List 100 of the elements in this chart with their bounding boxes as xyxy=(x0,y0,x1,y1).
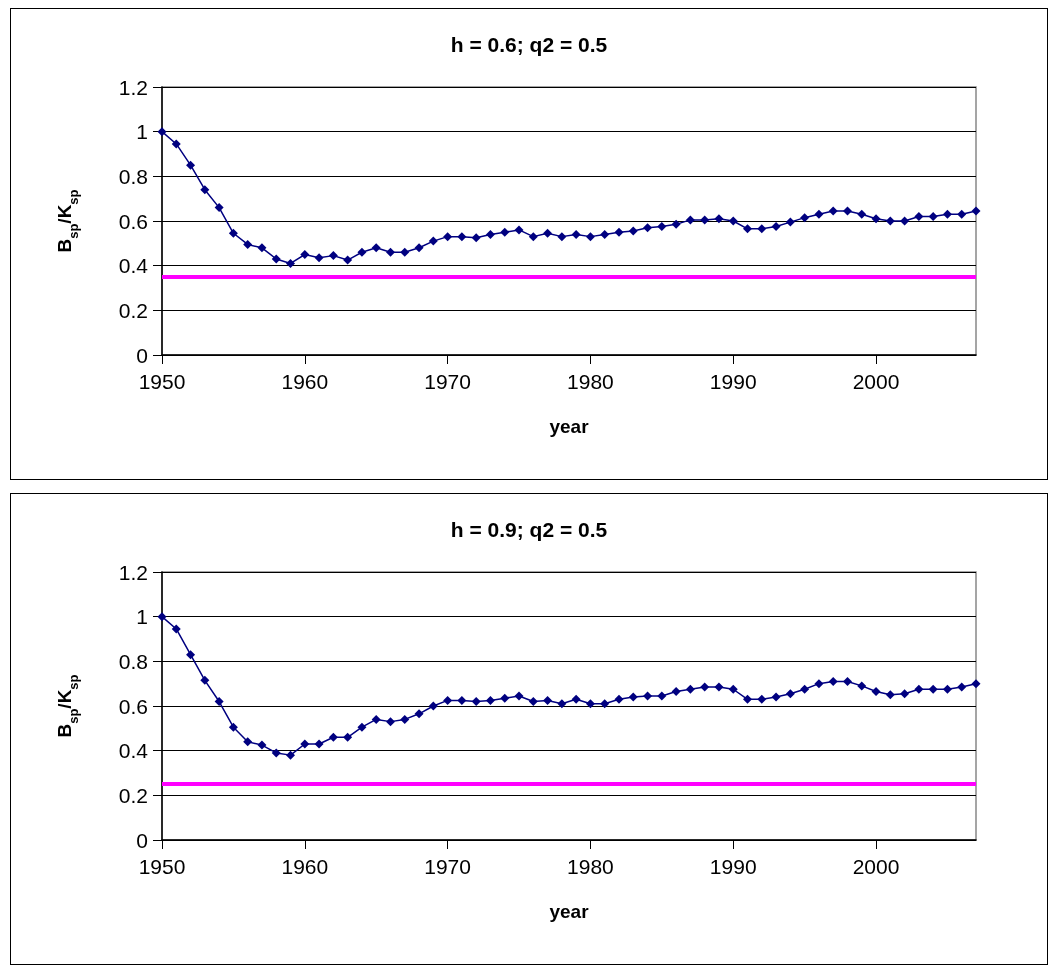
point xyxy=(914,212,924,222)
point xyxy=(357,247,367,257)
x-axis-title: year xyxy=(549,416,590,437)
point xyxy=(414,243,424,253)
point xyxy=(514,225,524,235)
x-tick-label: 1950 xyxy=(138,855,186,878)
point xyxy=(500,227,510,237)
point xyxy=(771,692,781,702)
point xyxy=(514,691,524,701)
point xyxy=(357,722,367,732)
y-axis-title: Bsp/Ksp xyxy=(54,674,81,738)
point xyxy=(171,624,181,634)
point xyxy=(657,691,667,701)
point xyxy=(157,612,167,622)
y-tick-label: 0.8 xyxy=(118,649,148,673)
point xyxy=(300,739,310,749)
point xyxy=(571,229,581,239)
point xyxy=(443,232,453,242)
point xyxy=(957,682,967,692)
point xyxy=(971,679,981,689)
point xyxy=(885,216,895,226)
point xyxy=(714,214,724,224)
x-tick-label: 1990 xyxy=(709,370,757,393)
point xyxy=(343,732,353,742)
point xyxy=(543,228,553,238)
point xyxy=(643,223,653,233)
point xyxy=(557,232,567,242)
point xyxy=(614,694,624,704)
point xyxy=(200,675,210,685)
point xyxy=(485,695,495,705)
point xyxy=(385,247,395,257)
chart-title: h = 0.6; q2 = 0.5 xyxy=(450,33,608,56)
point xyxy=(942,209,952,219)
y-tick-label: 1 xyxy=(136,120,148,144)
point xyxy=(614,227,624,237)
point xyxy=(200,185,210,195)
point xyxy=(971,206,981,216)
point xyxy=(914,684,924,694)
point xyxy=(371,243,381,253)
point xyxy=(485,229,495,239)
point xyxy=(471,233,481,243)
point xyxy=(186,650,196,660)
x-tick-label: 1960 xyxy=(281,855,329,878)
point xyxy=(771,222,781,232)
point xyxy=(500,693,510,703)
point xyxy=(157,127,167,137)
point xyxy=(828,206,838,216)
point xyxy=(257,243,267,253)
point xyxy=(743,694,753,704)
point xyxy=(857,209,867,219)
x-tick-label: 1970 xyxy=(424,855,471,878)
point xyxy=(900,689,910,699)
point xyxy=(857,681,867,691)
y-axis-title: Bsp/Ksp xyxy=(54,189,81,253)
point xyxy=(286,258,296,268)
point xyxy=(371,714,381,724)
point xyxy=(571,694,581,704)
point xyxy=(685,215,695,225)
point xyxy=(300,250,310,259)
point xyxy=(171,139,181,149)
point xyxy=(243,239,253,249)
point xyxy=(585,232,595,242)
point xyxy=(700,215,710,225)
point xyxy=(400,714,410,724)
y-tick-label: 0.2 xyxy=(118,783,148,807)
point xyxy=(257,740,267,750)
point xyxy=(457,695,467,705)
point xyxy=(928,684,938,694)
point xyxy=(757,694,767,704)
point xyxy=(842,206,852,216)
y-tick-label: 1.2 xyxy=(118,560,148,584)
point xyxy=(228,228,238,238)
point xyxy=(628,692,638,702)
point xyxy=(186,160,196,170)
point xyxy=(286,750,296,760)
point xyxy=(814,679,824,689)
point xyxy=(443,695,453,705)
point xyxy=(457,232,467,242)
point xyxy=(214,697,224,707)
point xyxy=(885,690,895,700)
point xyxy=(714,682,724,692)
point xyxy=(757,224,767,234)
point xyxy=(685,684,695,694)
x-tick-label: 1990 xyxy=(709,855,757,878)
point xyxy=(271,748,281,758)
x-tick-label: 1980 xyxy=(567,370,614,393)
point xyxy=(314,253,324,263)
point xyxy=(543,695,553,705)
point xyxy=(728,216,738,226)
point xyxy=(671,219,681,229)
point xyxy=(628,226,638,236)
point xyxy=(957,209,967,219)
point xyxy=(528,697,538,707)
point xyxy=(728,684,738,694)
point xyxy=(557,699,567,709)
point xyxy=(785,689,795,699)
point xyxy=(900,216,910,226)
point xyxy=(471,697,481,707)
x-tick-label: 1950 xyxy=(138,370,186,393)
y-tick-label: 0 xyxy=(136,343,148,367)
